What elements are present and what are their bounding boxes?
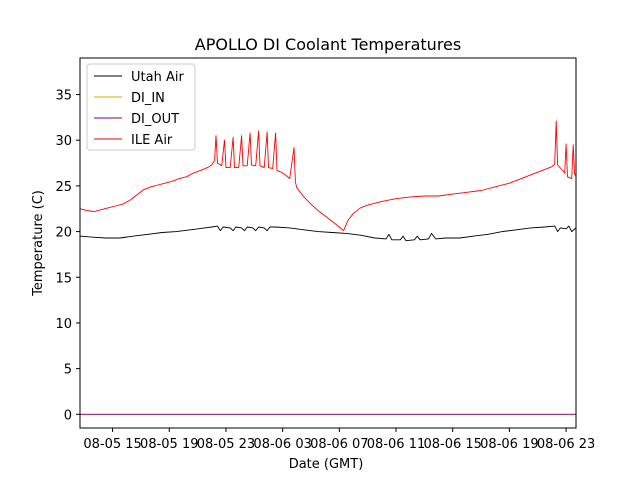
y-tick-label: 15 — [55, 271, 72, 286]
x-tick-label: 08-06 07 — [310, 437, 368, 452]
x-tick-label: 08-06 23 — [537, 437, 595, 452]
y-axis-label: Temperature (C) — [31, 190, 46, 297]
chart-title: APOLLO DI Coolant Temperatures — [195, 35, 461, 54]
x-tick-label: 08-06 19 — [480, 437, 538, 452]
y-axis: 0 5 10 15 20 25 30 35 — [55, 89, 80, 423]
legend-label-di-out: DI_OUT — [131, 112, 179, 127]
x-tick-label: 08-06 03 — [253, 437, 311, 452]
y-tick-label: 10 — [55, 317, 72, 332]
x-tick-label: 08-05 15 — [83, 437, 141, 452]
legend-label-di-in: DI_IN — [131, 91, 165, 106]
y-tick-label: 35 — [55, 89, 72, 104]
x-tick-label: 08-06 15 — [423, 437, 481, 452]
legend-label-ile-air: ILE Air — [131, 133, 173, 148]
y-tick-label: 25 — [55, 180, 72, 195]
y-tick-label: 5 — [64, 363, 72, 378]
legend-label-utah-air: Utah Air — [131, 70, 184, 85]
y-tick-label: 30 — [55, 134, 72, 149]
legend-box — [86, 63, 196, 151]
y-tick-label: 20 — [55, 226, 72, 241]
series-line-ile-air — [79, 120, 577, 232]
x-tick-label: 08-06 11 — [367, 437, 425, 452]
x-tick-label: 08-05 23 — [197, 437, 255, 452]
legend: Utah Air DI_IN DI_OUT ILE Air — [86, 63, 196, 151]
x-axis-label: Date (GMT) — [289, 457, 364, 472]
plot-area-frame — [79, 57, 577, 429]
series-layer — [79, 120, 577, 415]
y-tick-label: 0 — [64, 408, 72, 423]
x-tick-label: 08-05 19 — [140, 437, 198, 452]
series-line-utah-air — [79, 225, 577, 242]
